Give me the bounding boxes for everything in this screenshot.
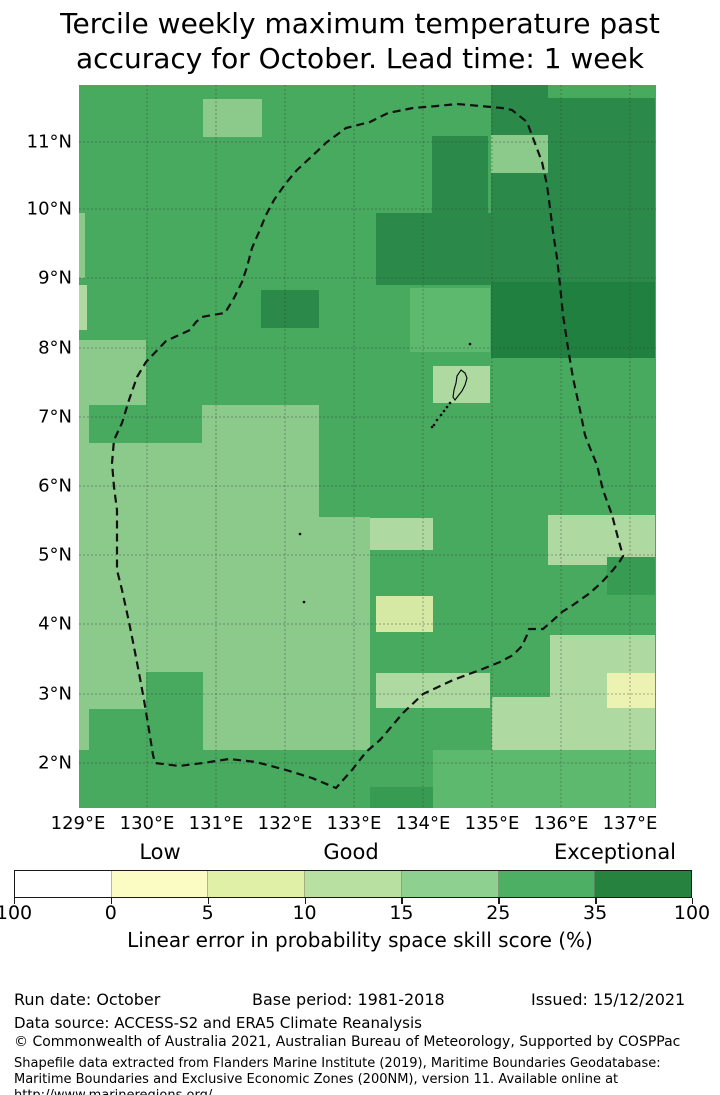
map-cell: [548, 515, 655, 565]
x-tick-label: 130°E: [119, 813, 175, 834]
colorbar-tick-label: 100: [0, 902, 33, 924]
map-cell: [89, 709, 146, 835]
colorbar-tickmark: [304, 898, 306, 904]
colorbar-label-good: Good: [323, 840, 379, 864]
map-cell: [433, 750, 655, 808]
chart-title: Tercile weekly maximum temperature past …: [0, 6, 720, 76]
map-cell: [370, 518, 433, 550]
map-cell: [376, 673, 490, 708]
y-tick-label: 10°N: [26, 198, 72, 220]
map-cell: [203, 99, 262, 137]
colorbar-segment: [401, 871, 499, 897]
eez-boundary-line: [110, 102, 625, 790]
x-tick-label: 137°E: [602, 813, 658, 834]
x-tick-label: 135°E: [464, 813, 520, 834]
islet-dot: [430, 425, 434, 429]
x-tick-label: 131°E: [188, 813, 244, 834]
y-tick-label: 9°N: [38, 267, 72, 289]
colorbar-bar: [14, 870, 692, 898]
y-tick-label: 7°N: [38, 406, 72, 428]
islet-dot: [448, 401, 452, 405]
colorbar-label-low: Low: [139, 840, 181, 864]
map-cell: [79, 340, 146, 405]
colorbar-tick-label: 15: [389, 902, 414, 924]
colorbar-tick-label: 100: [673, 902, 711, 924]
colorbar-segment: [15, 871, 112, 897]
y-tick-label: 6°N: [38, 475, 72, 497]
colorbar-tickmark: [14, 898, 16, 904]
map-cell: [79, 213, 85, 278]
y-tick-label: 11°N: [26, 131, 72, 153]
map-cell: [410, 288, 490, 352]
shapefile-note-text: Shapefile data extracted from Flanders M…: [14, 1056, 661, 1095]
islet-dot: [442, 409, 446, 413]
colorbar-tick-label: 10: [292, 902, 317, 924]
chart-title-line2: accuracy for October. Lead time: 1 week: [76, 42, 644, 75]
data-source-text: Data source: ACCESS-S2 and ERA5 Climate …: [14, 1014, 422, 1032]
x-tick-label: 129°E: [50, 813, 106, 834]
map-cell: [491, 282, 655, 358]
colorbar-tick-label: 35: [583, 902, 608, 924]
map-cell: [319, 517, 370, 750]
map-cell: [79, 285, 87, 330]
colorbar-tick-label: 0: [104, 902, 117, 924]
colorbar-tick-label: 5: [201, 902, 214, 924]
copyright-text: © Commonwealth of Australia 2021, Austra…: [14, 1034, 681, 1050]
map-cell: [432, 136, 488, 213]
y-tick-label: 8°N: [38, 337, 72, 359]
islet-dot: [302, 600, 306, 604]
map-cell: [370, 787, 433, 808]
issued-date-text: Issued: 15/12/2021: [531, 990, 686, 1009]
run-date-text: Run date: October: [14, 990, 161, 1009]
heatmap-svg: [77, 85, 656, 835]
map-cell: [491, 98, 655, 282]
x-tick-label: 136°E: [533, 813, 589, 834]
colorbar: Low Good Exceptional 100 0 5 10 15 25 35 100 Li…: [0, 838, 720, 968]
map-cell: [376, 596, 433, 632]
colorbar-segment: [111, 871, 209, 897]
map-cell: [607, 557, 655, 595]
y-tick-label: 3°N: [38, 683, 72, 705]
colorbar-segment: [305, 871, 402, 897]
islet-dot: [432, 423, 436, 427]
colorbar-segment: [498, 871, 596, 897]
map-cell: [433, 366, 490, 403]
island-outline: [452, 369, 468, 401]
colorbar-caption: Linear error in probability space skill …: [127, 928, 593, 952]
islet-dot: [439, 413, 443, 417]
x-tick-label: 132°E: [257, 813, 313, 834]
islet-dot: [445, 405, 449, 409]
islet-dot: [435, 418, 439, 422]
map-cell: [89, 405, 202, 443]
colorbar-tick-label: 25: [486, 902, 511, 924]
x-tick-label: 133°E: [326, 813, 382, 834]
map-cell: [607, 673, 655, 708]
map-cell: [376, 213, 492, 285]
colorbar-tickmark: [595, 898, 597, 904]
colorbar-tickmark: [498, 898, 500, 904]
map-cell: [146, 672, 203, 835]
base-period-text: Base period: 1981-2018: [252, 990, 445, 1009]
colorbar-tickmark: [110, 898, 113, 904]
map-cell: [492, 697, 550, 750]
colorbar-tickmark: [692, 898, 694, 904]
islet-dot: [468, 342, 472, 346]
colorbar-label-exceptional: Exceptional: [553, 840, 677, 864]
chart-title-line1: Tercile weekly maximum temperature past: [60, 7, 660, 40]
colorbar-segment: [595, 871, 692, 897]
map-cell: [261, 290, 319, 328]
map-plot-area: [77, 85, 656, 835]
colorbar-segment: [208, 871, 306, 897]
x-tick-label: 134°E: [395, 813, 451, 834]
colorbar-tickmark: [401, 898, 403, 904]
y-tick-label: 4°N: [38, 613, 72, 635]
colorbar-tickmark: [207, 898, 210, 904]
y-tick-label: 2°N: [38, 752, 72, 774]
islet-dot: [298, 532, 302, 536]
y-tick-label: 5°N: [38, 544, 72, 566]
